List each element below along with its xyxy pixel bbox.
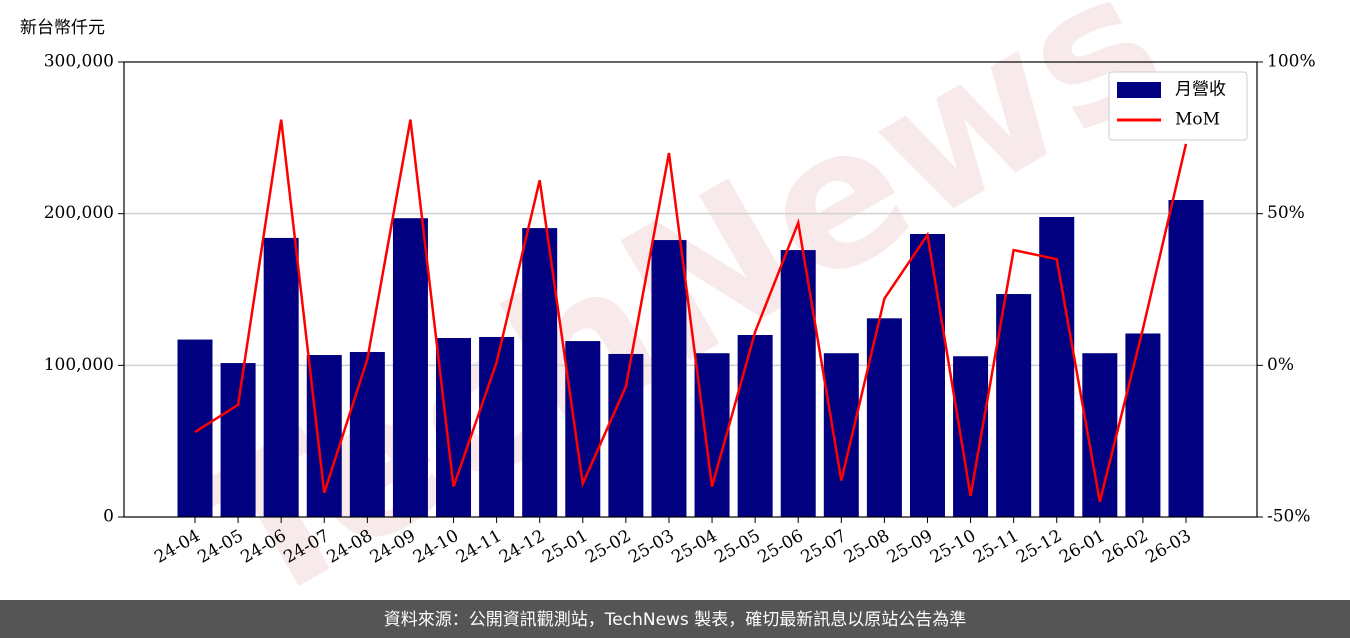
- bar: [565, 341, 601, 517]
- bar: [651, 240, 687, 517]
- legend-swatch: [1117, 82, 1161, 98]
- bar: [823, 353, 859, 517]
- bar: [1039, 217, 1075, 517]
- bar: [909, 233, 945, 518]
- x-tick-label: 25-12: [1013, 526, 1065, 568]
- y2-tick-label: 100%: [1267, 52, 1316, 72]
- y-tick-label: 200,000: [44, 203, 114, 223]
- x-tick-label: 25-02: [582, 526, 634, 568]
- x-tick-label: 25-06: [755, 526, 807, 568]
- line: [194, 119, 1188, 503]
- x-tick-label: 25-07: [798, 526, 850, 568]
- x-tick-label: 25-10: [927, 526, 979, 568]
- footer: 資料來源：公開資訊觀測站，TechNews 製表，確切最新訊息以原站公告為準: [384, 610, 966, 630]
- bar: [1168, 200, 1204, 517]
- bar: [479, 336, 515, 517]
- x-tick-label: 26-03: [1142, 526, 1194, 568]
- bar: [220, 363, 256, 517]
- x-tick-label: 26-02: [1099, 526, 1151, 568]
- x-tick-label: 24-04: [151, 526, 203, 568]
- bar: [263, 237, 299, 517]
- x-tick-label: 25-03: [625, 526, 677, 568]
- bar: [1125, 333, 1161, 517]
- bar: [996, 294, 1032, 517]
- bar: [694, 353, 730, 517]
- x-tick-label: 25-04: [668, 526, 720, 568]
- plot-frame: [123, 61, 1258, 518]
- footer-bar: [0, 600, 1350, 638]
- x-tick-label: 25-08: [841, 526, 893, 568]
- y-tick-label: 100,000: [44, 355, 114, 375]
- y-axis-label: 新台幣仟元: [20, 18, 105, 38]
- bar: [392, 218, 428, 517]
- y2-tick-label: 0%: [1267, 355, 1294, 375]
- bar: [522, 228, 558, 517]
- bar: [608, 353, 644, 517]
- y-tick-label: 0: [103, 507, 114, 527]
- bar: [177, 339, 213, 517]
- bar: [436, 338, 472, 517]
- bar: [349, 351, 385, 517]
- y2-tick-label: -50%: [1267, 507, 1311, 527]
- y-tick-label: 300,000: [44, 52, 114, 72]
- legend-label: 月營收: [1175, 80, 1226, 100]
- x-tick-label: 25-01: [539, 526, 591, 568]
- x-tick-label: 25-11: [970, 526, 1022, 568]
- x-tick-label: 25-09: [884, 526, 936, 568]
- y2-tick-label: 50%: [1267, 203, 1305, 223]
- x-tick-label: 25-05: [711, 526, 763, 568]
- legend-label: MoM: [1175, 110, 1220, 130]
- bar: [737, 335, 773, 517]
- x-tick-label: 26-01: [1056, 526, 1108, 568]
- x-tick-label: 24-12: [496, 526, 548, 568]
